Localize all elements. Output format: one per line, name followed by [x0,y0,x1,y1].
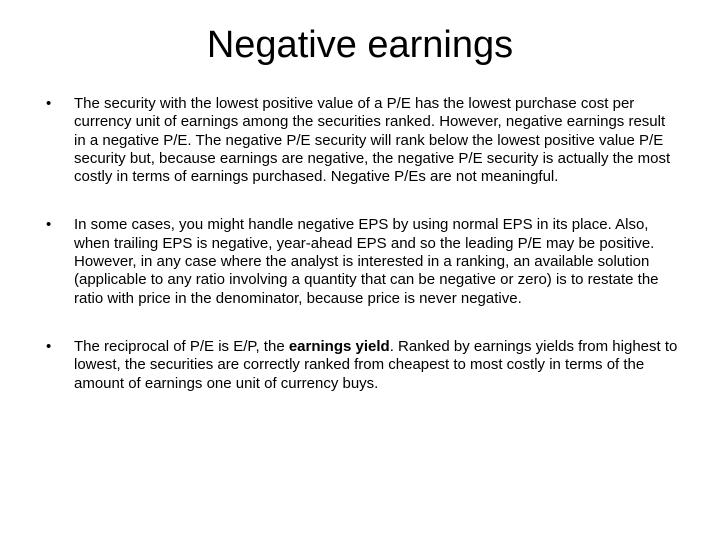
slide: Negative earnings The security with the … [0,0,720,540]
bullet-item: In some cases, you might handle negative… [40,216,680,307]
bullet-list: The security with the lowest positive va… [40,95,680,393]
slide-title: Negative earnings [40,24,680,67]
bullet-item: The reciprocal of P/E is E/P, the earnin… [40,338,680,393]
bullet-item: The security with the lowest positive va… [40,95,680,186]
